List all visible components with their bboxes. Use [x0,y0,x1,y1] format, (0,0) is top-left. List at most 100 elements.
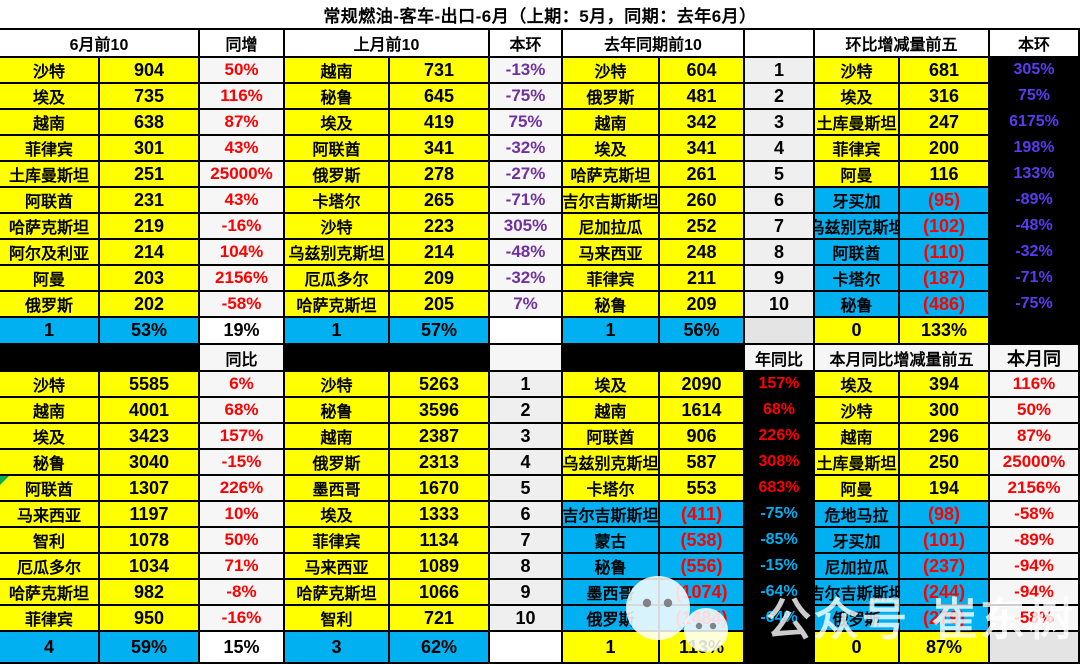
country-cell: 越南 [563,110,660,136]
pct-cell: 305% [490,214,563,240]
pct-cell: 7% [490,292,563,318]
pct-cell: 116% [200,84,285,110]
table-row: 阿尔及利亚 214 104% 乌兹别克斯坦 214 -48% 马来西亚 248 8 阿联酋 (110… [0,240,1080,266]
footer-cell [745,632,815,664]
pct-cell: 43% [200,136,285,162]
country-cell: 阿尔及利亚 [0,240,100,266]
footer-cell: 1 [285,318,390,345]
country-cell: 卡塔尔 [815,266,900,292]
value-cell: 1066 [390,580,490,606]
pct-cell: -27% [490,162,563,188]
country-cell: 乌兹别克斯坦 [815,214,900,240]
country-cell: 阿曼 [0,266,100,292]
value-cell: 250 [900,450,990,476]
country-cell: 埃及 [563,372,660,398]
country-cell: 厄瓜多尔 [0,554,100,580]
pct-cell: 87% [200,110,285,136]
value-cell: 202 [100,292,200,318]
value-cell: 721 [390,606,490,632]
rank-cell: 4 [490,450,563,476]
country-cell: 蒙古 [563,528,660,554]
value-cell: (1074) [660,580,745,606]
value-cell: 203 [100,266,200,292]
pct-cell: -89% [990,188,1080,214]
value-cell: (110) [900,240,990,266]
header-lastmonth-top10: 上月前10 [285,30,490,58]
footer-cell: 0 [815,632,900,664]
pct-cell: -64% [745,606,815,632]
table-row: 智利 1078 50% 菲律宾 1134 7 蒙古 (538) -85% 牙买加 (101) -89% [0,528,1080,554]
country-cell: 阿联酋 [0,188,100,214]
country-cell: 越南 [285,424,390,450]
table-row: 菲律宾 950 -16% 智利 721 10 俄罗斯 (1484) -64% 俄罗斯 (279) -5… [0,606,1080,632]
pct-cell: 198% [990,136,1080,162]
value-cell: 296 [900,424,990,450]
value-cell: 265 [390,188,490,214]
pct-cell: -15% [745,554,815,580]
table-row: 哈萨克斯坦982-8%哈萨克斯坦10669墨西哥(1074)-64%吉尔吉斯斯坦… [0,580,1080,606]
rank-cell: 8 [490,554,563,580]
pct-cell: -13% [490,58,563,84]
country-cell: 埃及 [0,84,100,110]
header-june-top10: 6月前10 [0,30,200,58]
value-cell: (1484) [660,606,745,632]
value-cell: 3596 [390,398,490,424]
pct-cell: -75% [990,292,1080,318]
rank-cell: 5 [490,476,563,502]
value-cell: 231 [100,188,200,214]
header-month-yoy: 本月同 [990,345,1080,372]
pct-cell: -58% [200,292,285,318]
black-spacer-cell [285,345,490,372]
country-cell: 越南 [0,398,100,424]
rank-cell: 7 [745,214,815,240]
country-cell: 厄瓜多尔 [285,266,390,292]
rank-cell: 5 [745,162,815,188]
value-cell: (98) [900,502,990,528]
table-row: 土库曼斯坦 251 25000% 俄罗斯 278 -27% 哈萨克斯坦 261 5 阿曼 116 13… [0,162,1080,188]
country-cell: 墨西哥 [285,476,390,502]
country-cell: 阿曼 [815,162,900,188]
value-cell: 1078 [100,528,200,554]
country-cell: 尼加拉瓜 [563,214,660,240]
value-cell: (538) [660,528,745,554]
value-cell: 341 [390,136,490,162]
country-cell: 秘鲁 [285,398,390,424]
header-yoy-increase: 同增 [200,30,285,58]
rank-cell: 9 [490,580,563,606]
pct-cell: 308% [745,450,815,476]
pct-cell: 10% [200,502,285,528]
country-cell: 菲律宾 [0,136,100,162]
pct-cell: 50% [990,398,1080,424]
pct-cell: 683% [745,476,815,502]
value-cell: 223 [390,214,490,240]
footer-cell: 15% [200,632,285,664]
country-cell: 菲律宾 [563,266,660,292]
rank-cell: 2 [745,84,815,110]
country-cell: 牙买加 [815,528,900,554]
table-row: 埃及 3423 157% 越南 2387 3 阿联酋 906 226% 越南 296 87% [0,424,1080,450]
value-cell: 5263 [390,372,490,398]
value-cell: 553 [660,476,745,502]
country-cell: 土库曼斯坦 [815,110,900,136]
country-cell: 吉尔吉斯斯坦 [815,580,900,606]
black-spacer-cell [0,345,200,372]
pct-cell: 50% [200,528,285,554]
country-cell: 墨西哥 [563,580,660,606]
table-row: 阿曼 203 2156% 厄瓜多尔 209 -32% 菲律宾 211 9 卡塔尔 (187) -71% [0,266,1080,292]
value-cell: 316 [900,84,990,110]
value-cell: 209 [390,266,490,292]
value-cell: 950 [100,606,200,632]
pct-cell: -71% [490,188,563,214]
value-cell: (486) [900,292,990,318]
value-cell: 278 [390,162,490,188]
pct-cell: 25000% [990,450,1080,476]
value-cell: 200 [900,136,990,162]
footer-cell: 133% [900,318,990,345]
country-cell: 卡塔尔 [285,188,390,214]
value-cell: 300 [900,398,990,424]
footer-cell: 59% [100,632,200,664]
footer-cell: 56% [660,318,745,345]
country-cell: 土库曼斯坦 [0,162,100,188]
country-cell: 沙特 [563,58,660,84]
table-row: 越南 4001 68% 秘鲁 3596 2 越南 1614 68% 沙特 300 50% [0,398,1080,424]
